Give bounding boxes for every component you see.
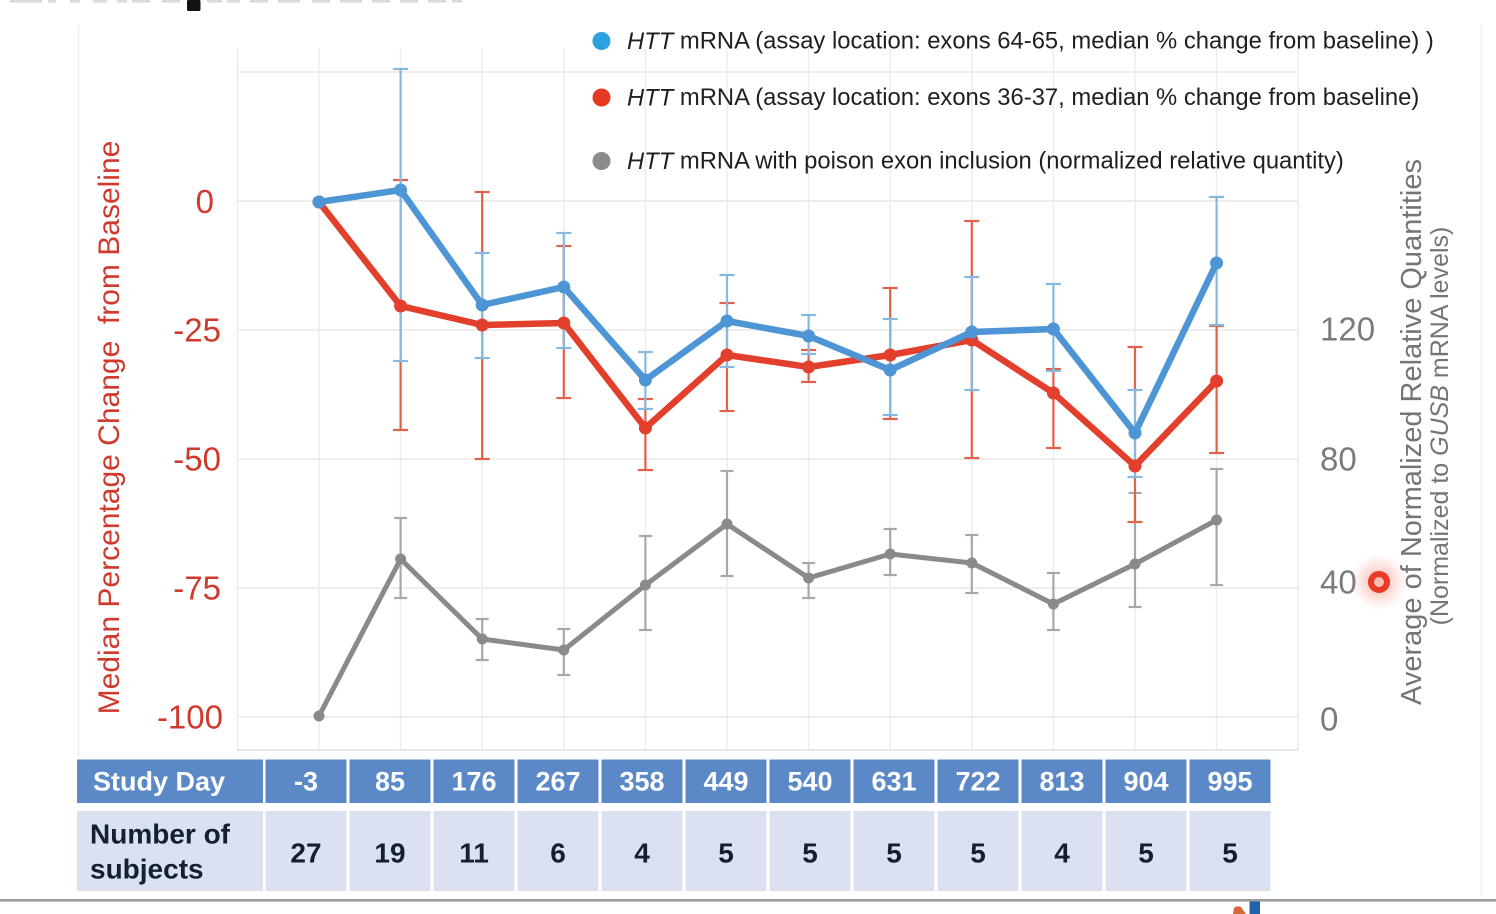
svg-text:6: 6 bbox=[550, 838, 566, 869]
svg-text:5: 5 bbox=[718, 838, 734, 869]
svg-text:540: 540 bbox=[787, 767, 832, 797]
svg-text:0: 0 bbox=[1320, 701, 1338, 738]
svg-text:19: 19 bbox=[374, 838, 405, 869]
svg-text:85: 85 bbox=[375, 767, 405, 797]
svg-text:5: 5 bbox=[1222, 838, 1238, 869]
svg-text:-25: -25 bbox=[173, 312, 221, 349]
svg-text:5: 5 bbox=[1138, 838, 1154, 869]
svg-text:-3: -3 bbox=[294, 767, 318, 797]
svg-text:813: 813 bbox=[1039, 767, 1084, 797]
svg-text:904: 904 bbox=[1123, 767, 1168, 797]
svg-text:-50: -50 bbox=[173, 441, 221, 478]
svg-text:631: 631 bbox=[871, 767, 916, 797]
svg-text:-100: -100 bbox=[157, 699, 223, 736]
svg-text:358: 358 bbox=[619, 767, 664, 797]
svg-text:267: 267 bbox=[535, 767, 580, 797]
svg-text:subjects: subjects bbox=[90, 854, 204, 885]
svg-text:Median Percentage Change from: Median Percentage Change from Baseline bbox=[93, 141, 126, 715]
svg-text:120: 120 bbox=[1320, 311, 1375, 348]
svg-text:449: 449 bbox=[703, 767, 748, 797]
svg-text:HTT mRNA (assay location: exon: HTT mRNA (assay location: exons 64-65, m… bbox=[627, 28, 1434, 55]
svg-text:5: 5 bbox=[802, 838, 818, 869]
svg-text:Number of: Number of bbox=[90, 819, 231, 850]
svg-text:4: 4 bbox=[634, 838, 650, 869]
svg-text:995: 995 bbox=[1207, 767, 1252, 797]
svg-text:11: 11 bbox=[459, 838, 489, 869]
svg-text:Average of Normalized Relative: Average of Normalized Relative Quantitie… bbox=[1396, 159, 1428, 705]
svg-text:0: 0 bbox=[196, 183, 214, 220]
svg-text:5: 5 bbox=[886, 838, 902, 869]
svg-text:Study Day: Study Day bbox=[93, 767, 225, 797]
svg-text:5: 5 bbox=[970, 838, 986, 869]
svg-text:27: 27 bbox=[290, 838, 321, 869]
svg-text:HTT mRNA with poison exon incl: HTT mRNA with poison exon inclusion (nor… bbox=[627, 148, 1344, 175]
svg-text:(Normalized to GUSB mRNA level: (Normalized to GUSB mRNA levels) bbox=[1426, 227, 1454, 626]
svg-text:4: 4 bbox=[1054, 838, 1070, 869]
svg-text:HTT mRNA (assay location: exon: HTT mRNA (assay location: exons 36-37, m… bbox=[627, 84, 1419, 111]
svg-text:722: 722 bbox=[955, 767, 1000, 797]
svg-text:80: 80 bbox=[1320, 441, 1357, 478]
svg-text:-75: -75 bbox=[173, 570, 221, 607]
svg-text:176: 176 bbox=[451, 767, 496, 797]
